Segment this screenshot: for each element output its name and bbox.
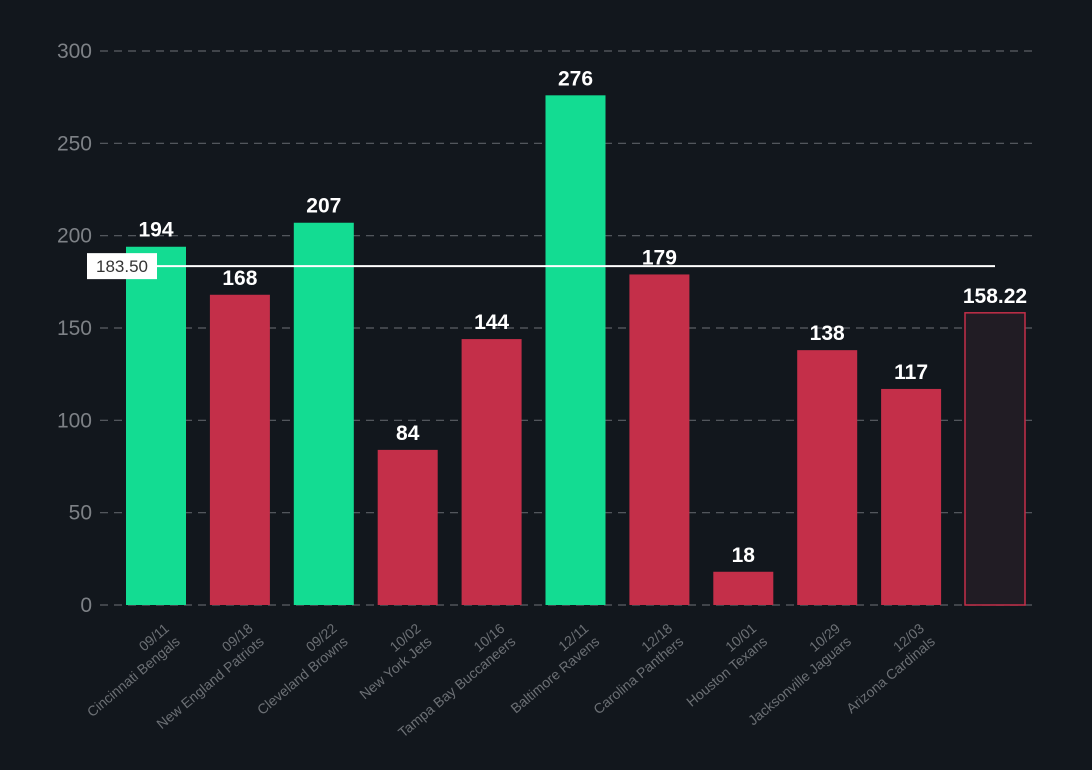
reference-label-box [87,253,157,280]
bar [713,571,774,605]
reference-line-label: 183.50 [96,257,148,276]
bar-value-label: 194 [138,219,173,242]
bar-value-label: 276 [558,67,593,90]
x-label-team: Carolina Panthers [590,633,686,717]
bar-value-label: 168 [222,267,257,290]
bar-value-label: 18 [732,544,756,567]
y-tick-label: 200 [57,225,92,248]
bar [629,274,690,605]
y-tick-label: 250 [57,132,92,155]
y-tick-label: 50 [69,502,92,525]
bar-value-label: 84 [396,422,420,445]
bar-value-label: 138 [810,322,845,345]
bar [881,388,942,605]
bar [461,339,522,605]
value-labels: 194 168 207 84 144 276 179 18 138 117 158.22 [138,67,1027,566]
bar [964,312,1026,606]
bar-value-label: 158.22 [963,285,1027,308]
bar [797,350,858,605]
y-tick-label: 150 [57,317,92,340]
y-tick-label: 300 [57,40,92,63]
y-tick-label: 100 [57,409,92,432]
bar [545,95,606,605]
y-axis-ticks: 0 50 100 150 200 250 300 [57,40,92,617]
y-tick-label: 0 [80,594,92,617]
bar-value-label: 144 [474,311,509,334]
bar-value-label: 117 [894,361,928,384]
bars [126,95,1026,606]
x-label-team: Baltimore Ravens [507,633,602,716]
x-label-team: Cleveland Browns [254,633,351,718]
bar-value-label: 207 [306,195,341,218]
bar [126,246,186,605]
bar [293,222,354,606]
reference-line-group: 183.50 [87,253,995,280]
bar [209,294,270,605]
x-label-team: Arizona Cardinals [843,633,938,716]
bar [377,449,438,605]
bar-value-label: 179 [642,246,677,269]
